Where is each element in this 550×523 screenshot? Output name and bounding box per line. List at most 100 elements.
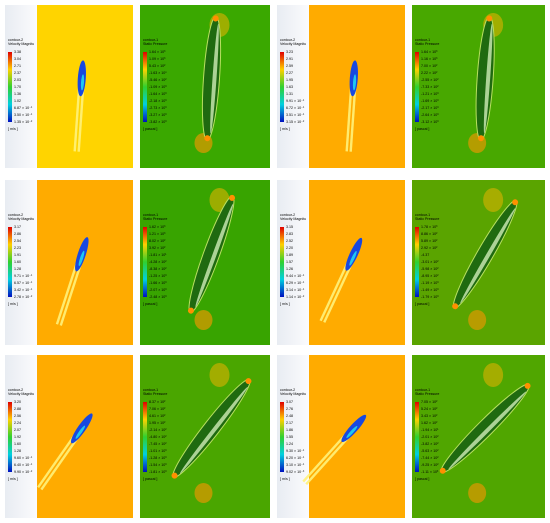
legend-label: -1.69 × 10³: [421, 99, 439, 103]
legend-label: 2.37: [14, 71, 21, 75]
legend-heading: contour-2: [8, 38, 23, 42]
stagnation: [245, 378, 252, 385]
legend-label: 3.17: [14, 225, 21, 229]
legend-label: -2.07 × 10³: [149, 288, 167, 292]
legend-label: 1.86: [286, 428, 293, 432]
wake: [77, 78, 85, 152]
legend-label: 1.31: [286, 92, 293, 96]
legend-heading: contour-2: [8, 213, 23, 217]
legend-label: -1.28 × 10³: [149, 456, 167, 460]
legend-label: -2.48 × 10³: [149, 295, 167, 299]
legend-label: -7.45 × 10²: [149, 442, 167, 446]
legend-label: 2.24: [14, 421, 21, 425]
legend-heading: Velocity Magnitu: [280, 42, 306, 46]
legend-label: 6.29 × 10⁻¹: [286, 281, 305, 285]
legend-label: -7.44 × 10²: [421, 456, 439, 460]
legend-label: 2.78 × 10⁻²: [14, 295, 33, 299]
legend-label: -1.09 × 10³: [149, 85, 167, 89]
legend-unit: [ pascal ]: [415, 302, 429, 306]
wake: [55, 253, 82, 325]
legend-heading: Static Pressure: [143, 392, 167, 396]
legend-heading: Velocity Magnitu: [280, 217, 306, 221]
color-bar: [280, 52, 284, 122]
legend-label: 3.43 × 10²: [421, 414, 438, 418]
stagnation: [512, 199, 519, 206]
legend-label: 1.21 × 10³: [149, 232, 166, 236]
legend-unit: [ pascal ]: [143, 127, 157, 131]
legend-unit: [ m/s ]: [280, 127, 290, 131]
legend-unit: [ m/s ]: [8, 477, 18, 481]
legend-label: -7.33 × 10²: [421, 85, 439, 89]
legend-label: 1.60: [14, 442, 21, 446]
legend-label: 1.95 × 10²: [149, 421, 166, 425]
legend-label: 8.86 × 10²: [421, 232, 438, 236]
legend-label: 3.15 × 10⁻²: [286, 120, 305, 124]
wake: [319, 252, 354, 322]
legend-unit: [ pascal ]: [143, 477, 157, 481]
pressure-zone: [483, 188, 504, 212]
legend-label: -1.63 × 10⁰: [149, 71, 167, 75]
legend-label: -5.98 × 10²: [421, 267, 439, 271]
legend-label: 9.60 × 10⁻¹: [14, 456, 33, 460]
wake: [349, 78, 357, 152]
legend-label: 1.16 × 10³: [421, 57, 438, 61]
legend-label: 1.92: [14, 435, 21, 439]
legend-label: 1.70: [14, 85, 21, 89]
legend-label: 1.60: [14, 260, 21, 264]
pressure-zone: [468, 483, 487, 503]
color-bar: [415, 52, 419, 122]
pressure-zone: [209, 363, 230, 387]
legend-label: -1.49 × 10³: [421, 288, 439, 292]
legend-label: -1.79 × 10³: [421, 295, 439, 299]
legend-label: 2.17: [286, 421, 293, 425]
legend-unit: [ pascal ]: [143, 302, 157, 306]
legend-label: 3.92 × 10²: [149, 246, 166, 250]
legend-heading: Velocity Magnitu: [8, 42, 34, 46]
legend-label: -3.27 × 10³: [149, 113, 167, 117]
legend-label: 3.38: [14, 50, 21, 54]
legend-unit: [ m/s ]: [280, 477, 290, 481]
blade-edge: [210, 23, 219, 134]
legend-heading: contour-1: [143, 388, 158, 392]
legend-label: 1.35 × 10⁻²: [14, 120, 33, 124]
legend-label: -2.18 × 10³: [149, 99, 167, 103]
wake: [305, 428, 357, 486]
wake: [345, 78, 354, 152]
legend-label: 1.78 × 10³: [421, 225, 438, 229]
legend-heading: contour-2: [280, 213, 295, 217]
legend-label: 6.57 × 10⁻¹: [14, 281, 33, 285]
legend-label: 4.61 × 10²: [149, 414, 166, 418]
stagnation: [204, 135, 211, 142]
legend-label: 1.28: [14, 267, 21, 271]
legend-label: 2.71: [14, 64, 21, 68]
legend-label: 1.63: [286, 85, 293, 89]
stagnation: [486, 15, 493, 22]
legend-label: 3.23: [286, 50, 293, 54]
legend-heading: Static Pressure: [415, 217, 439, 221]
legend-label: 1.91: [14, 253, 21, 257]
legend-label: 1.36: [14, 92, 21, 96]
blade: [187, 194, 236, 314]
blade: [439, 382, 531, 474]
legend-label: 9.90 × 10⁻²: [14, 470, 33, 474]
legend-label: -3.12 × 10³: [421, 120, 439, 124]
legend-label: 1.64 × 10³: [149, 50, 166, 54]
stagnation: [229, 194, 236, 201]
legend-unit: [ m/s ]: [8, 302, 18, 306]
wake: [40, 428, 85, 491]
stagnation: [439, 467, 446, 474]
wake: [59, 254, 85, 326]
legend-label: 1.02: [14, 99, 21, 103]
legend-label: -1.19 × 10³: [421, 281, 439, 285]
legend-label: 2.52: [286, 239, 293, 243]
color-bar: [143, 402, 147, 472]
blade: [452, 199, 519, 310]
pressure-zone: [194, 310, 213, 330]
legend-label: 5.89 × 10²: [421, 239, 438, 243]
stagnation: [171, 472, 178, 479]
legend-label: 1.24: [286, 442, 293, 446]
legend-label: -2.64 × 10³: [421, 113, 439, 117]
